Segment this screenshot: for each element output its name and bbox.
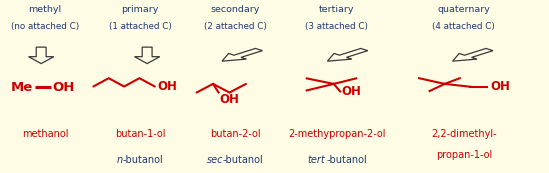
- Text: OH: OH: [220, 93, 239, 106]
- Text: OH: OH: [52, 81, 75, 94]
- Text: butan-2-ol: butan-2-ol: [210, 129, 260, 139]
- Text: (1 attached C): (1 attached C): [109, 22, 171, 31]
- Polygon shape: [452, 48, 493, 61]
- Text: quaternary: quaternary: [438, 5, 490, 14]
- Text: butan-1-ol: butan-1-ol: [115, 129, 165, 139]
- Text: tertiary: tertiary: [319, 5, 354, 14]
- Text: methyl: methyl: [29, 5, 61, 14]
- Text: (4 attached C): (4 attached C): [433, 22, 495, 31]
- Polygon shape: [135, 47, 160, 63]
- Polygon shape: [222, 48, 262, 61]
- Text: 2,2-dimethyl-: 2,2-dimethyl-: [431, 129, 497, 139]
- Text: methanol: methanol: [22, 129, 68, 139]
- Text: sec: sec: [206, 155, 223, 165]
- Text: -butanol: -butanol: [122, 155, 163, 165]
- Polygon shape: [29, 47, 54, 63]
- Text: tert: tert: [307, 155, 325, 165]
- Text: (3 attached C): (3 attached C): [305, 22, 368, 31]
- Text: Me: Me: [10, 81, 33, 94]
- Text: -butanol: -butanol: [222, 155, 263, 165]
- Text: primary: primary: [121, 5, 159, 14]
- Text: -butanol: -butanol: [326, 155, 367, 165]
- Text: 2-methypropan-2-ol: 2-methypropan-2-ol: [288, 129, 385, 139]
- Text: OH: OH: [158, 80, 177, 93]
- Text: OH: OH: [342, 85, 362, 98]
- Text: secondary: secondary: [210, 5, 260, 14]
- Text: OH: OH: [490, 80, 510, 93]
- Polygon shape: [327, 48, 368, 61]
- Text: n: n: [117, 155, 123, 165]
- Text: (no attached C): (no attached C): [11, 22, 79, 31]
- Text: (2 attached C): (2 attached C): [204, 22, 266, 31]
- Text: propan-1-ol: propan-1-ol: [436, 150, 492, 160]
